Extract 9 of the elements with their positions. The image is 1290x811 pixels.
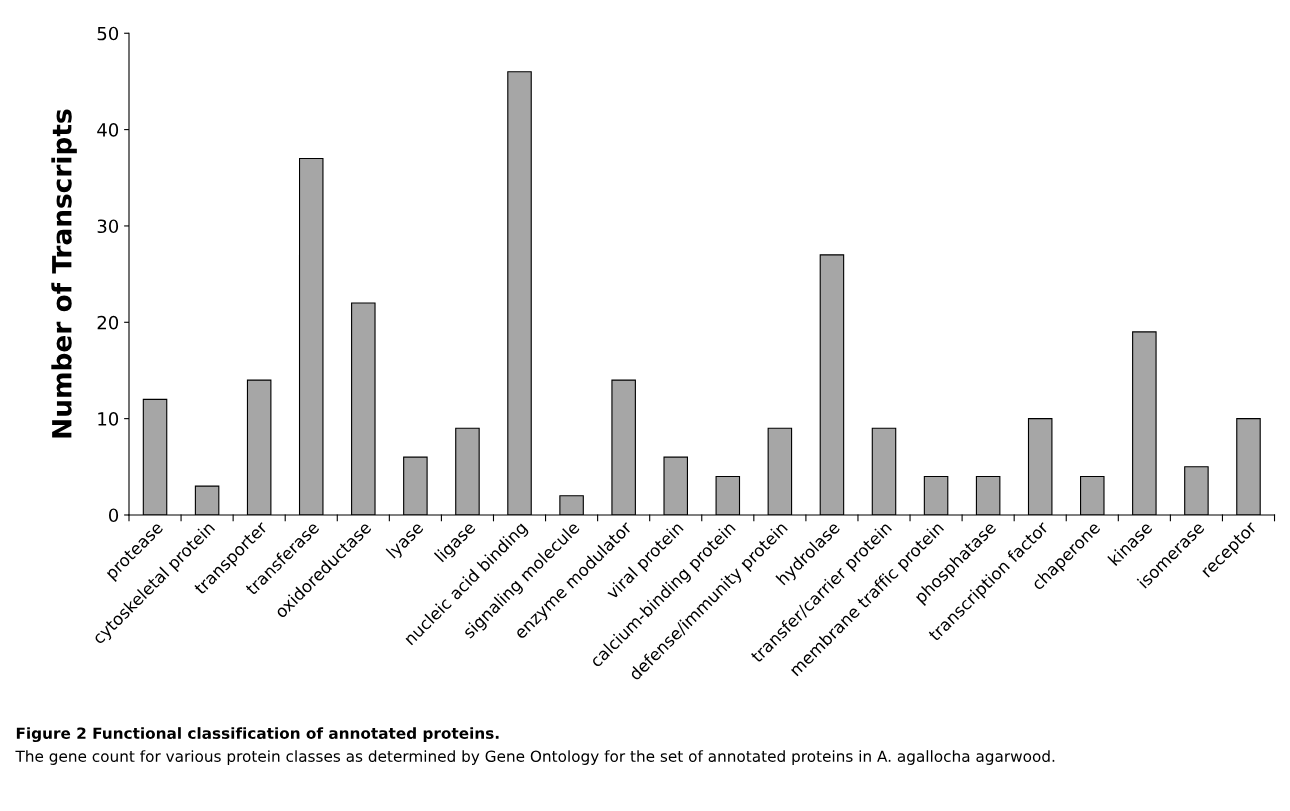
y-tick-label: 0 bbox=[108, 508, 119, 523]
text: The gene count for various protein classes as determined by Gene Ontology for the set of annotated proteins in A. agallocha agarwood. bbox=[15, 750, 1055, 765]
y-tick-label: 40 bbox=[97, 123, 119, 137]
y-tick-label: 30 bbox=[97, 219, 119, 234]
y-tick-label: 50 bbox=[97, 26, 119, 41]
y-tick-label: 20 bbox=[97, 315, 119, 330]
y-tick-label: 10 bbox=[98, 412, 119, 426]
y-axis-title: Number of Transcripts bbox=[51, 109, 77, 438]
text: Figure 2 Functional classification of annotated proteins. bbox=[16, 727, 499, 743]
